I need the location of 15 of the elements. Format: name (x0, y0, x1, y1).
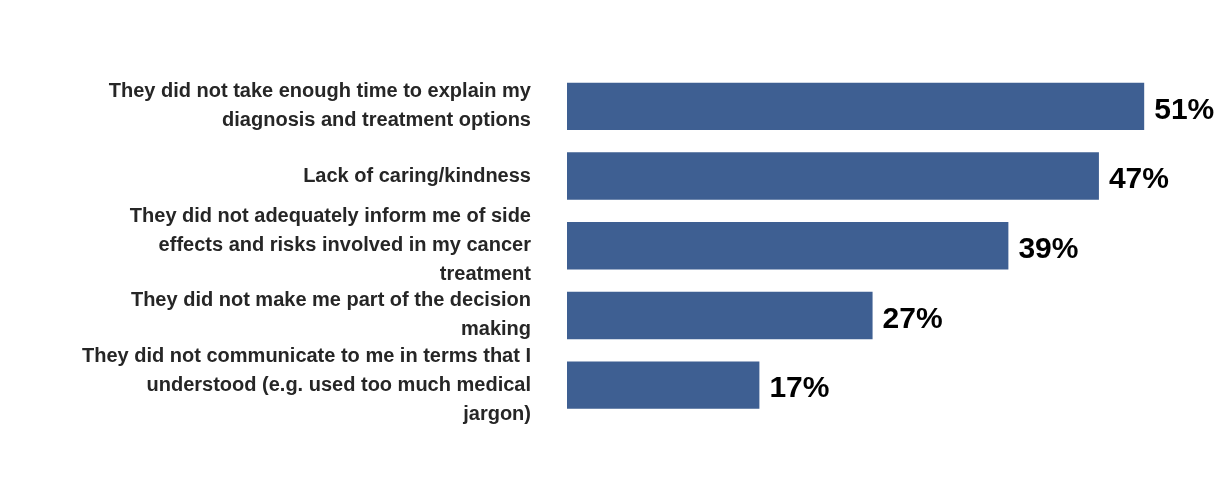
y-tick-label: They did not adequately inform me of side effects and risks involved in my cancer treatment (129, 204, 532, 285)
bar (567, 291, 873, 340)
bar (567, 152, 1099, 200)
data-label: 17% (769, 370, 830, 404)
data-label: 39% (1018, 231, 1079, 265)
y-tick-label: Lack of caring/kindness (303, 163, 531, 186)
y-tick-label: They did not make me part of the decision making (130, 288, 531, 340)
data-label: 51% (1154, 91, 1215, 125)
data-label: 27% (882, 300, 943, 334)
bar (567, 361, 760, 409)
y-tick-label: They did not take enough time to explain my diagnosis and treatment options (108, 79, 532, 131)
data-label: 47% (1108, 161, 1169, 195)
bar (567, 222, 1009, 270)
y-tick-label: They did not communicate to me in terms that I understood (e.g. used too much medical jargon) (82, 343, 531, 424)
bar (567, 82, 1145, 131)
